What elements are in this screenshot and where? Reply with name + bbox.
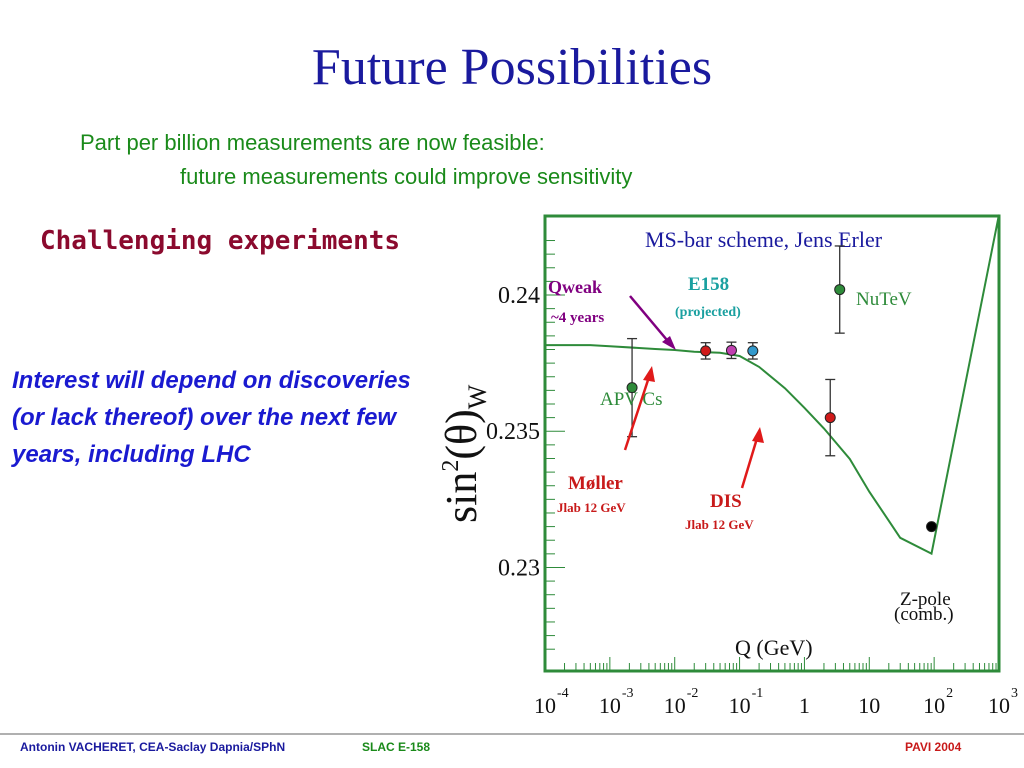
zpole-label-2: (comb.) xyxy=(894,604,954,625)
data-point xyxy=(747,345,759,357)
y-tick-label: 0.235 xyxy=(486,419,540,445)
zpole-label-1: Z-pole xyxy=(900,589,951,610)
data-point xyxy=(824,412,836,424)
data-point xyxy=(626,382,638,394)
y-tick-label: 0.23 xyxy=(498,555,540,581)
x-tick-label: 10 xyxy=(988,693,1010,718)
x-tick-label: 10 xyxy=(858,693,880,718)
interest-text: Interest will depend on discoveries (or … xyxy=(12,367,411,468)
x-tick-label: 10 xyxy=(923,693,945,718)
x-tick-label: 10 xyxy=(599,693,621,718)
data-point xyxy=(834,284,846,296)
moller-arrowhead xyxy=(643,366,655,382)
slide-title: Future Possibilities xyxy=(311,39,713,96)
x-tick-exponent: -2 xyxy=(687,686,699,701)
data-point xyxy=(725,344,737,356)
axis-ticks xyxy=(544,240,997,671)
x-tick-exponent: -1 xyxy=(752,686,764,701)
dis-note: Jlab 12 GeV xyxy=(685,517,754,532)
subtitle-line-2: future measurements could improve sensit… xyxy=(180,164,633,189)
x-tick-exponent: -3 xyxy=(622,686,634,701)
x-tick-label: 10 xyxy=(534,693,556,718)
x-tick-exponent: -4 xyxy=(557,686,569,701)
x-axis-label: Q (GeV) xyxy=(735,635,813,660)
dis-label: DIS xyxy=(710,491,742,512)
apv-label: APV Cs xyxy=(600,389,662,410)
nutev-label: NuTeV xyxy=(856,289,912,310)
moller-arrow xyxy=(623,373,652,451)
plot-frame xyxy=(543,214,1001,673)
qweak-label: Qweak xyxy=(548,277,602,297)
x-tick-label: 1 xyxy=(799,693,810,718)
challenging-experiments-heading: Challenging experiments xyxy=(40,226,401,256)
dis-arrow xyxy=(740,434,760,489)
moller-note: Jlab 12 GeV xyxy=(557,500,626,515)
moller-label: Møller xyxy=(568,473,623,494)
footer-divider xyxy=(0,733,1024,735)
x-tick-exponent: 2 xyxy=(946,686,953,701)
dis-arrowhead xyxy=(752,427,764,443)
e158-label: E158 xyxy=(688,274,729,295)
x-tick-label: 10 xyxy=(664,693,686,718)
footer-conference: PAVI 2004 xyxy=(905,740,962,754)
subtitle-line-1: Part per billion measurements are now fe… xyxy=(80,130,545,155)
chart-title: MS-bar scheme, Jens Erler xyxy=(645,227,883,252)
x-tick-label: 10 xyxy=(729,693,751,718)
y-tick-label: 0.24 xyxy=(498,283,540,309)
qweak-arrow xyxy=(629,295,673,347)
footer-experiment: SLAC E-158 xyxy=(362,740,431,754)
running-curve xyxy=(545,214,1000,556)
qweak-arrowhead xyxy=(662,336,676,350)
x-tick-labels: 10 -4 10 -3 10 -2 10 -1 1 10 10 2 10 3 xyxy=(534,686,1018,718)
footer-author: Antonin VACHERET, CEA-Saclay Dapnia/SPhN xyxy=(20,740,286,754)
e158-note: (projected) xyxy=(675,305,741,320)
qweak-time-label: ~4 years xyxy=(551,310,604,326)
x-tick-exponent: 3 xyxy=(1011,686,1018,701)
data-point xyxy=(700,345,712,357)
y-axis-label: sin2(θ)W xyxy=(437,384,492,523)
y-tick-labels: 0.24 0.235 0.23 xyxy=(486,283,540,581)
data-point xyxy=(926,521,938,533)
